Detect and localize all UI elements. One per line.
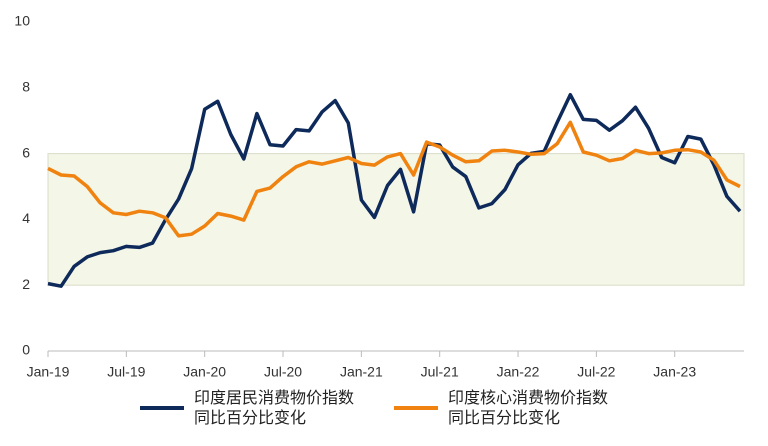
x-tick-label: Jan-23	[653, 364, 696, 380]
x-tick-label: Jul-22	[577, 364, 615, 380]
y-tick-label: 8	[22, 79, 30, 95]
legend-swatch	[394, 406, 439, 410]
x-tick-label: Jan-22	[497, 364, 540, 380]
x-tick-label: Jan-20	[183, 364, 226, 380]
legend-item: 印度核心消费物价指数 同比百分比变化	[394, 388, 608, 428]
legend: 印度居民消费物价指数 同比百分比变化 印度核心消费物价指数 同比百分比变化	[140, 388, 608, 428]
y-tick-label: 0	[22, 342, 30, 358]
y-tick-label: 6	[22, 144, 30, 160]
y-tick-label: 10	[14, 13, 30, 29]
legend-item: 印度居民消费物价指数 同比百分比变化	[140, 388, 354, 428]
legend-label: 印度居民消费物价指数 同比百分比变化	[194, 388, 355, 427]
y-tick-label: 4	[22, 210, 30, 226]
series-line	[47, 92, 742, 288]
y-tick-label: 2	[22, 276, 30, 292]
x-tick-label: Jan-19	[27, 364, 70, 380]
chart: 0 2 4 6 8 10 Jan-19 Jul-19 Jan-20 Jul-20 Jan-21 Jul…	[14, 13, 745, 380]
series-line	[47, 120, 741, 238]
legend-swatch	[140, 406, 184, 410]
x-tick-label: Jul-20	[264, 364, 302, 380]
x-tick-label: Jul-19	[107, 364, 145, 380]
legend-label: 印度核心消费物价指数 同比百分比变化	[448, 388, 609, 427]
x-tick-label: Jul-21	[421, 364, 459, 380]
x-tick-label: Jan-21	[340, 364, 383, 380]
